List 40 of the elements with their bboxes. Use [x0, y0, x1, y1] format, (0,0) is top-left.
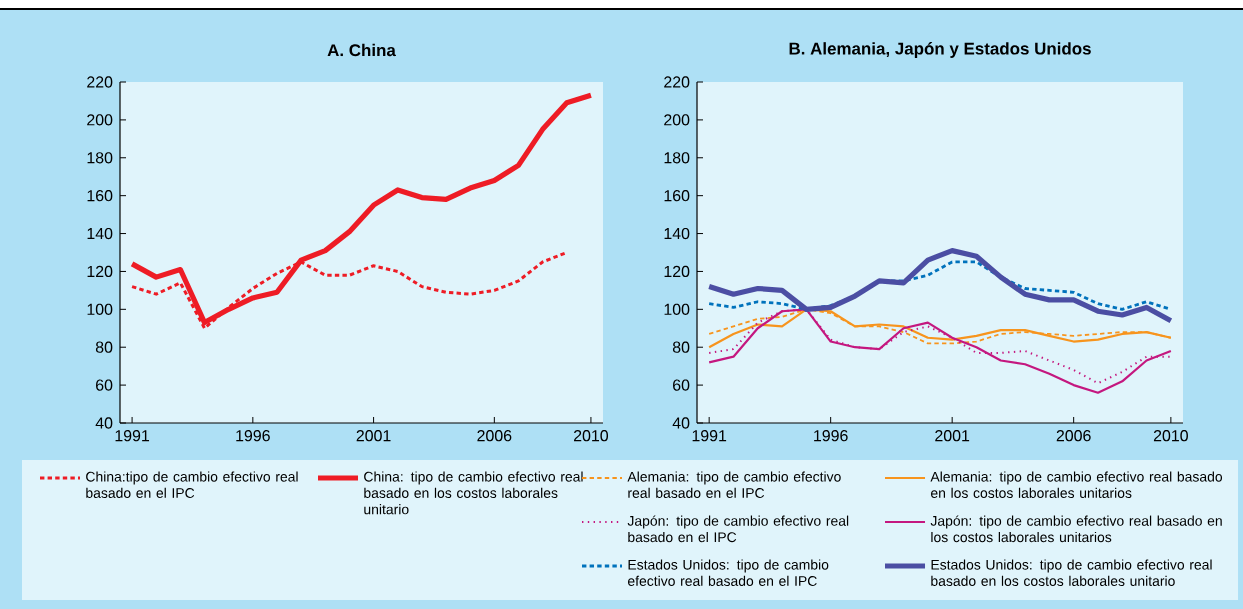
y-tick-label: 40 [95, 417, 113, 429]
y-tick-label: 160 [87, 190, 113, 202]
chart-title: A. China [327, 43, 396, 57]
x-tick-label: 1991 [692, 430, 727, 442]
legend-label: Alemania: tipo de cambio efectivo real basado en los costos laborales unitarios [930, 471, 1223, 498]
legend-label: Alemania: tipo de cambio efectivo real basado en el IPC [627, 471, 841, 498]
y-tick-label: 100 [87, 303, 113, 315]
y-tick-label: 140 [87, 227, 113, 240]
legend-label: Estados Unidos: tipo de cambio efectivo real basado en el IPC [628, 559, 829, 586]
x-tick-label: 2006 [477, 430, 512, 442]
y-tick-label: 160 [664, 190, 690, 202]
y-tick-label: 200 [664, 114, 690, 126]
x-tick-label: 1991 [115, 430, 150, 442]
x-tick-label: 2010 [1153, 430, 1188, 442]
y-tick-label: 120 [87, 265, 113, 278]
x-tick-label: 1996 [814, 430, 848, 442]
legend-label: China: tipo de cambio efectivo real basado en los costos laborales unitario [364, 471, 583, 515]
y-tick-label: 220 [664, 76, 690, 88]
y-tick-label: 100 [664, 303, 690, 315]
y-tick-label: 80 [95, 341, 113, 353]
y-tick-label: 200 [87, 114, 113, 126]
y-tick-label: 40 [672, 417, 690, 429]
y-tick-label: 180 [87, 152, 113, 164]
y-tick-label: 180 [664, 152, 690, 164]
chart-title: B. Alemania, Japón y Estados Unidos [789, 42, 1091, 58]
x-tick-label: 2001 [935, 430, 970, 442]
x-tick-label: 2006 [1056, 430, 1091, 442]
legend-label: Japón: tipo de cambio efectivo real basado en los costos laborales unitarios [930, 515, 1222, 543]
y-tick-label: 220 [87, 76, 113, 88]
y-tick-label: 60 [96, 379, 113, 391]
y-tick-label: 120 [664, 265, 690, 278]
x-tick-label: 2010 [574, 430, 609, 442]
y-tick-label: 80 [672, 341, 690, 353]
legend-label: Estados Unidos: tipo de cambio efectivo real basado en los costos laborales unitario [931, 559, 1212, 586]
y-tick-label: 140 [664, 227, 690, 240]
x-tick-label: 2001 [356, 430, 391, 442]
legend-label: China:tipo de cambio efectivo real basado en el IPC [86, 471, 298, 498]
legend-label: Japón: tipo de cambio efectivo real basado en el IPC [627, 515, 849, 543]
y-tick-label: 60 [673, 379, 690, 391]
x-tick-label: 1996 [236, 430, 270, 442]
